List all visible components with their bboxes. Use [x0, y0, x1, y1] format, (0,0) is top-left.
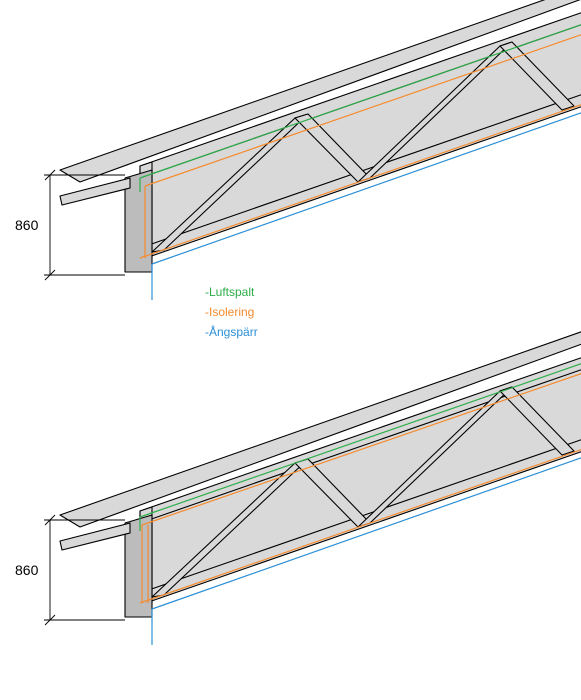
- legend-item: -Ångspärr: [205, 324, 258, 339]
- legend-item: -Isolering: [205, 305, 254, 319]
- roof-truss-diagram: 860: [0, 0, 581, 700]
- eave-tail: [60, 523, 130, 550]
- legend: -Luftspalt -Isolering -Ångspärr: [205, 285, 258, 339]
- dim-value: 860: [15, 217, 39, 233]
- truss-bottom: 860: [15, 321, 581, 645]
- legend-item: -Luftspalt: [205, 285, 255, 299]
- truss-top: 860: [15, 0, 581, 300]
- eave-tail: [60, 178, 130, 205]
- dim-value: 860: [15, 562, 39, 578]
